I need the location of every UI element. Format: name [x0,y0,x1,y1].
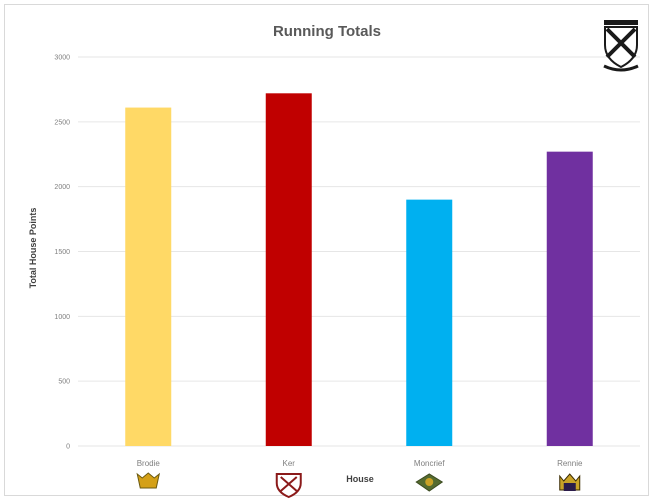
y-tick-label: 500 [58,379,70,386]
x-category-label: Rennie [557,459,583,468]
chart-frame [4,4,649,496]
rennie-crest-icon [559,473,581,491]
bar-moncrief [406,199,453,446]
school-crest-icon [603,20,639,72]
bars [125,93,593,446]
bar-rennie [546,151,593,446]
y-tick-label: 0 [66,444,70,451]
x-category-label: Ker [283,459,296,468]
y-tick-label: 1500 [54,249,70,256]
x-axis-title: House [346,474,374,484]
moncrief-crest-icon [415,473,444,492]
x-category-label: Moncrief [414,459,445,468]
y-axis-ticks: 0 500 1000 1500 2000 2500 3000 [54,55,70,451]
x-axis-categories: Brodie Ker Moncrief Rennie [137,459,583,468]
ker-crest-icon [275,473,302,499]
y-tick-label: 2500 [54,119,70,126]
y-axis-title: Total House Points [28,208,38,289]
bar-ker [265,93,312,446]
brodie-crest-icon [136,472,161,489]
gridlines [78,56,640,447]
x-category-label: Brodie [137,459,161,468]
chart-title: Running Totals [273,23,381,40]
y-tick-label: 3000 [54,55,70,62]
y-tick-label: 1000 [54,314,70,321]
bar-brodie [125,107,172,446]
y-tick-label: 2000 [54,184,70,191]
house-crests [136,472,581,499]
